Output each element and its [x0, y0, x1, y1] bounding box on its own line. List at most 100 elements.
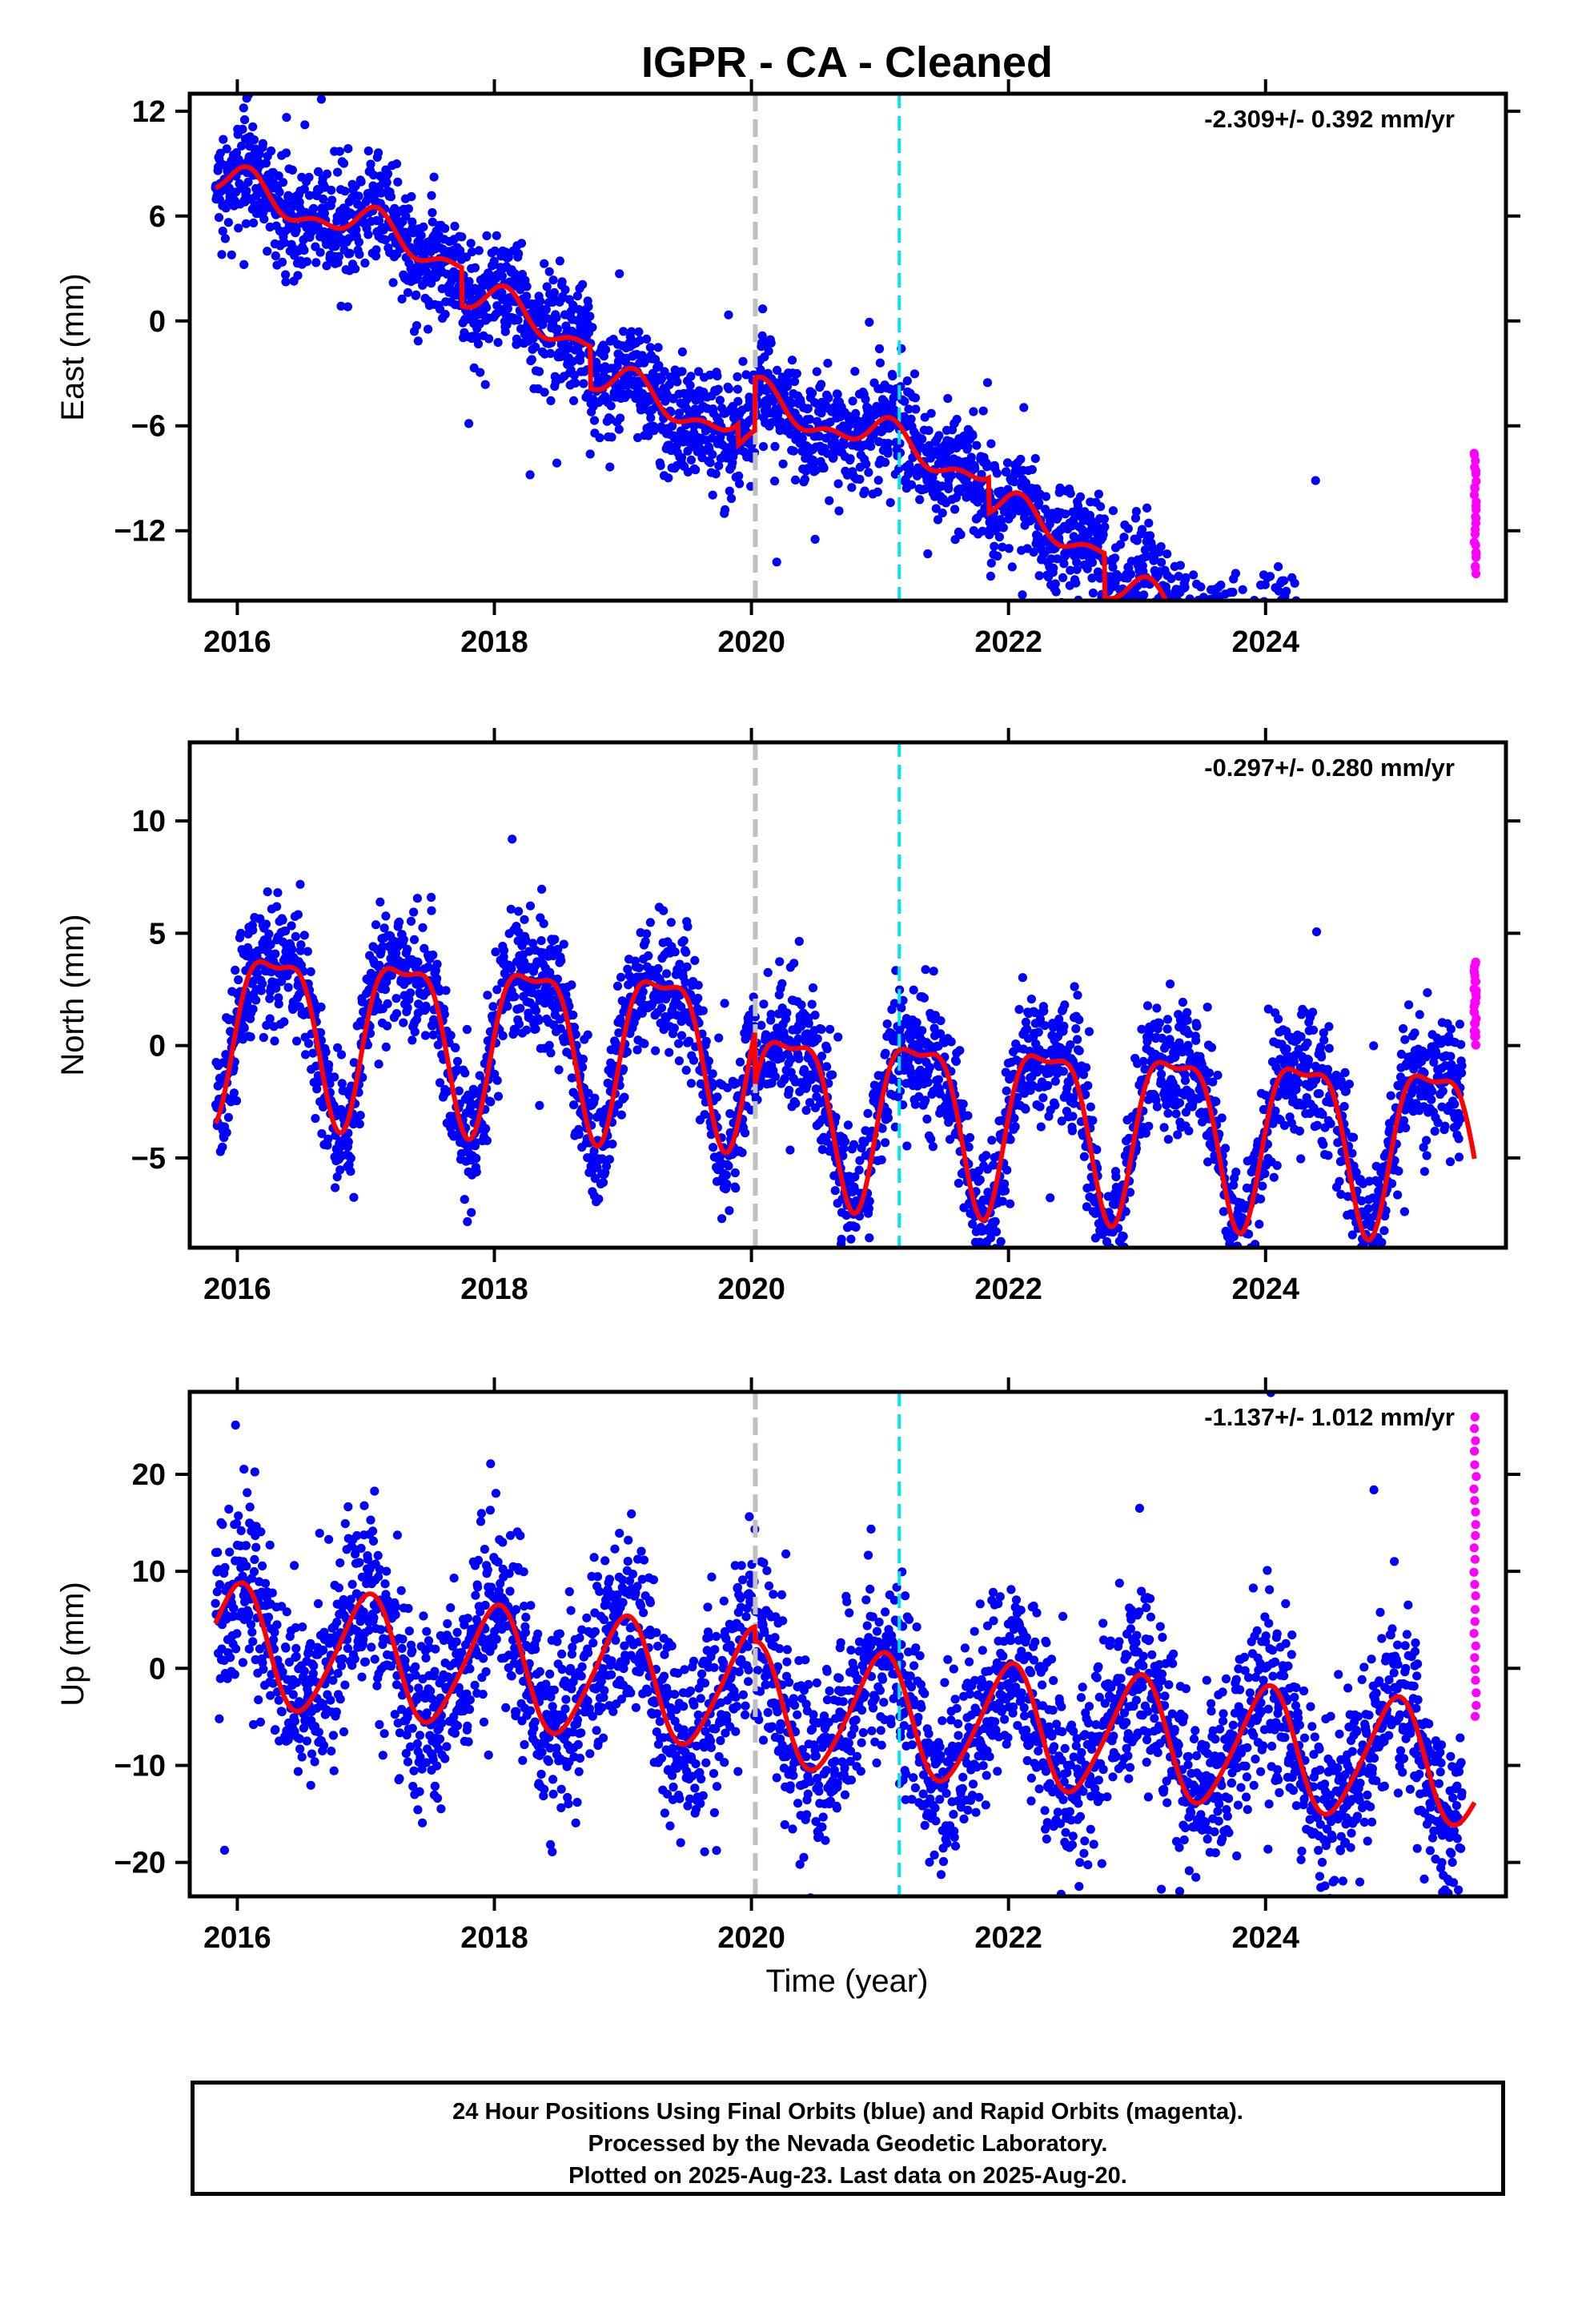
data-point: [1190, 640, 1199, 649]
data-point: [1383, 664, 1392, 673]
data-point: [1328, 670, 1337, 679]
data-point: [1312, 667, 1321, 676]
data-point: [240, 115, 250, 125]
data-point: [336, 301, 346, 311]
data-point: [1178, 626, 1186, 635]
data-point: [1347, 676, 1355, 685]
data-point: [1336, 677, 1345, 686]
data-point: [1327, 676, 1336, 685]
data-point: [407, 191, 416, 202]
data-point: [1324, 683, 1333, 692]
data-point: [299, 184, 309, 194]
data-point: [1178, 602, 1186, 611]
data-point: [264, 929, 274, 939]
data-point: [616, 1110, 627, 1120]
data-point: [1273, 671, 1282, 680]
data-point: [1359, 657, 1368, 666]
data-point: [315, 247, 325, 257]
data-point: [1442, 706, 1451, 715]
data-point: [969, 407, 978, 416]
data-point: [698, 1006, 708, 1015]
data-point: [1367, 676, 1376, 685]
data-point: [428, 217, 437, 227]
data-point: [1172, 609, 1181, 618]
data-point: [664, 473, 673, 483]
data-point: [399, 1018, 408, 1027]
data-point: [525, 470, 535, 480]
data-point: [1149, 609, 1158, 617]
data-point: [1203, 616, 1212, 625]
data-point: [1346, 628, 1355, 637]
data-point: [1414, 654, 1423, 663]
data-point: [300, 120, 310, 130]
data-point: [1111, 623, 1120, 632]
data-point: [711, 469, 721, 479]
data-point: [1311, 476, 1320, 485]
data-point: [488, 1002, 498, 1011]
data-point: [1034, 571, 1044, 581]
north-final-orbit-points: [211, 834, 1467, 1304]
data-point: [1251, 609, 1259, 617]
data-point: [1365, 714, 1374, 722]
data-point: [1387, 694, 1395, 703]
data-point: [837, 1234, 846, 1244]
data-point: [1277, 617, 1286, 625]
data-point: [840, 1295, 849, 1304]
data-point: [393, 177, 403, 187]
data-point: [883, 1113, 893, 1123]
data-point: [463, 1216, 472, 1227]
data-point: [644, 951, 653, 961]
data-point: [1359, 669, 1367, 677]
data-point: [397, 294, 407, 304]
data-point: [1007, 562, 1017, 572]
data-point: [381, 1042, 391, 1051]
data-point: [1428, 677, 1437, 686]
data-point: [497, 271, 507, 281]
data-point: [1432, 722, 1441, 730]
data-point: [552, 324, 563, 334]
data-point: [313, 167, 323, 176]
data-point: [1433, 659, 1442, 668]
data-point: [281, 277, 291, 287]
data-point: [1417, 635, 1426, 644]
data-point: [1303, 683, 1311, 692]
data-point: [1112, 622, 1121, 631]
data-point: [1402, 607, 1411, 616]
data-point: [1411, 629, 1419, 637]
data-point: [1445, 697, 1454, 706]
data-point: [1243, 616, 1252, 625]
data-point: [1161, 614, 1170, 623]
data-point: [1193, 642, 1202, 651]
data-point: [585, 312, 595, 321]
data-point: [1336, 702, 1345, 711]
data-point: [1219, 620, 1228, 629]
data-point: [1301, 650, 1310, 659]
data-point: [759, 999, 769, 1009]
data-point: [1259, 665, 1268, 673]
data-point: [472, 1167, 481, 1176]
data-point: [1270, 609, 1279, 618]
data-point: [450, 221, 460, 231]
data-point: [1342, 689, 1351, 698]
data-point: [1395, 653, 1404, 662]
data-point: [1400, 693, 1409, 702]
data-point: [1135, 625, 1144, 633]
data-point: [642, 929, 652, 939]
data-point: [1301, 643, 1310, 652]
data-point: [1362, 659, 1371, 668]
data-point: [865, 1196, 874, 1206]
data-point: [966, 452, 976, 462]
data-point: [504, 252, 513, 262]
data-point: [1233, 669, 1242, 678]
data-point: [1407, 655, 1415, 664]
data-point: [355, 250, 364, 259]
data-point: [1126, 569, 1135, 579]
data-point: [1351, 721, 1359, 730]
data-point: [1119, 618, 1128, 627]
data-point: [1222, 632, 1231, 641]
data-point: [497, 287, 507, 297]
data-point: [531, 342, 540, 352]
data-point: [386, 192, 396, 202]
data-point: [1407, 643, 1416, 652]
data-point: [1364, 658, 1373, 667]
